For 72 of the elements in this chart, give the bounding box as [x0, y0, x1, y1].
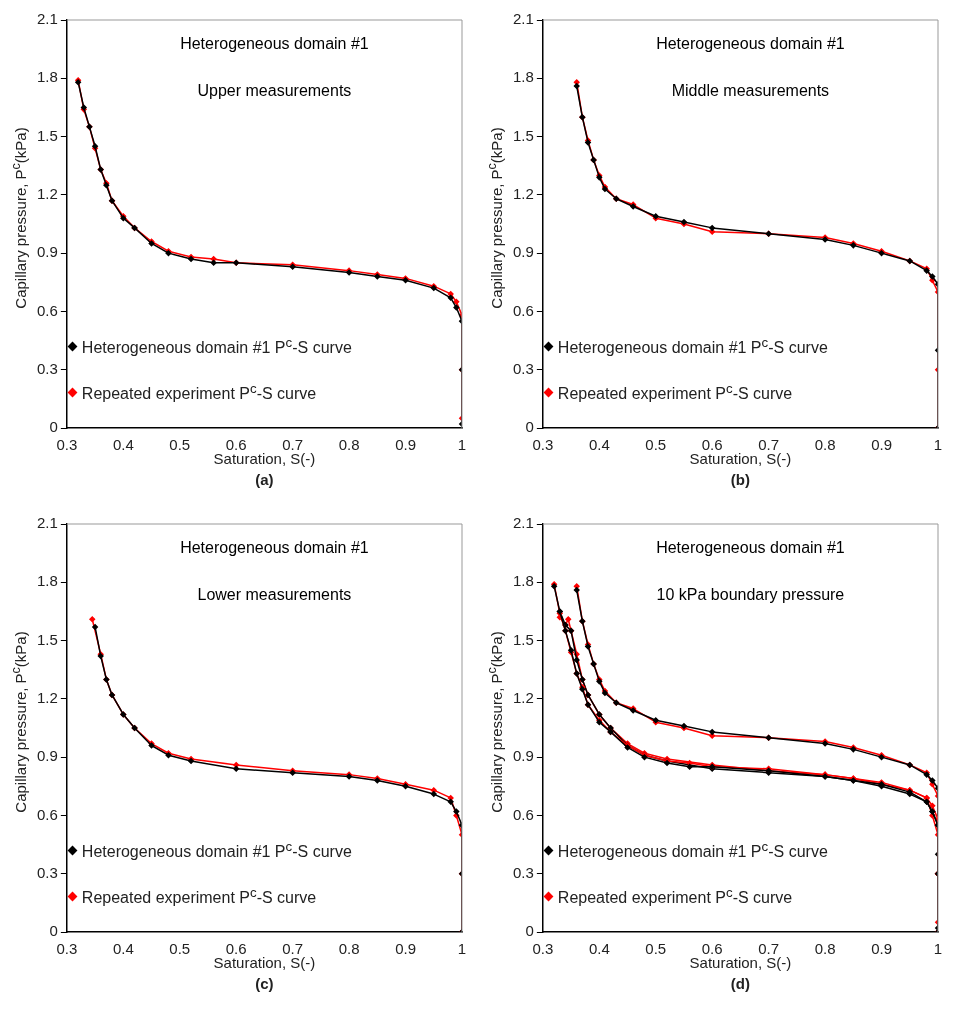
text: (b) [729, 471, 751, 488]
y-tick-label: 0 [49, 418, 58, 436]
x-tick-label: 0.4 [588, 436, 610, 454]
y-tick-label: 0.9 [512, 243, 534, 261]
y-tick-label: 0.6 [36, 805, 58, 823]
x-tick-label: 0.9 [871, 436, 892, 454]
y-tick-label: 0 [525, 418, 534, 436]
y-tick-label: 2.1 [36, 10, 58, 28]
legend-label: Heterogeneous domain #1 P$^{c}$-S curve [81, 838, 352, 862]
x-tick-label: 1 [933, 940, 943, 958]
y-tick-label: 2.1 [512, 10, 534, 28]
y-tick-label: 1.2 [36, 185, 58, 202]
text: (c) [254, 975, 275, 992]
x-tick-label: 0.8 [338, 436, 360, 454]
text: Heterogeneous domain #1 [180, 35, 369, 53]
legend-label: Repeated experiment P$^{c}$-S curve [81, 380, 317, 404]
y-tick-label: 1.5 [36, 126, 58, 144]
text: Middle measurements [671, 82, 830, 100]
x-tick-label: 0.5 [645, 940, 667, 958]
y-tick-label: 1.5 [512, 630, 534, 648]
legend-label: Heterogeneous domain #1 P$^{c}$-S curve [557, 334, 828, 358]
y-tick-label: 0.6 [512, 805, 534, 823]
x-tick-label: 0.5 [169, 436, 191, 454]
y-tick-label: 1.5 [36, 630, 58, 648]
text: Heterogeneous domain #1 [180, 539, 369, 557]
text: 10 kPa boundary pressure [656, 586, 845, 604]
y-tick-label: 2.1 [36, 514, 58, 532]
y-tick-label: 2.1 [512, 514, 534, 532]
x-tick-label: 0.9 [395, 940, 416, 958]
x-tick-label: 0.8 [814, 436, 836, 454]
y-tick-label: 0.6 [36, 301, 58, 319]
legend-label: Heterogeneous domain #1 P$^{c}$-S curve [557, 838, 828, 862]
y-tick-label: 1.8 [512, 572, 534, 590]
x-tick-label: 1 [457, 436, 467, 454]
x-tick-label: 0.4 [112, 940, 134, 958]
y-tick-label: 1.5 [512, 126, 534, 144]
text: Heterogeneous domain #1 [656, 35, 845, 53]
x-tick-label: 0.8 [814, 940, 836, 958]
text: (a) [254, 471, 275, 488]
y-tick-label: 1.8 [36, 572, 58, 590]
x-tick-label: 0.5 [169, 940, 191, 958]
y-tick-label: 0 [49, 922, 58, 940]
y-tick-label: 0 [525, 922, 534, 940]
y-tick-label: 0.3 [36, 359, 58, 377]
x-tick-label: 0.9 [871, 940, 892, 958]
y-tick-label: 1.2 [36, 689, 58, 706]
y-tick-label: 0.9 [512, 747, 534, 765]
x-tick-label: 1 [933, 436, 943, 454]
y-tick-label: 0.3 [36, 863, 58, 881]
y-tick-label: 0.9 [36, 747, 58, 765]
text: (d) [729, 975, 751, 992]
y-tick-label: 0.3 [512, 863, 534, 881]
y-tick-label: 1.8 [36, 68, 58, 86]
y-tick-label: 1.2 [512, 689, 534, 706]
y-tick-label: 1.2 [512, 185, 534, 202]
y-tick-label: 0.3 [512, 359, 534, 377]
text: Lower measurements [197, 586, 352, 604]
x-tick-label: 0.8 [338, 940, 360, 958]
text: Upper measurements [197, 82, 352, 100]
x-tick-label: 0.5 [645, 436, 667, 454]
x-tick-label: 0.4 [112, 436, 134, 454]
y-tick-label: 0.9 [36, 243, 58, 261]
x-tick-label: 0.9 [395, 436, 416, 454]
legend-label: Heterogeneous domain #1 P$^{c}$-S curve [81, 334, 352, 358]
legend-label: Repeated experiment P$^{c}$-S curve [81, 884, 317, 908]
x-tick-label: 0.4 [588, 940, 610, 958]
x-tick-label: 1 [457, 940, 467, 958]
text: Heterogeneous domain #1 [656, 539, 845, 557]
legend-label: Repeated experiment P$^{c}$-S curve [557, 884, 793, 908]
y-tick-label: 0.6 [512, 301, 534, 319]
legend-label: Repeated experiment P$^{c}$-S curve [557, 380, 793, 404]
y-tick-label: 1.8 [512, 68, 534, 86]
